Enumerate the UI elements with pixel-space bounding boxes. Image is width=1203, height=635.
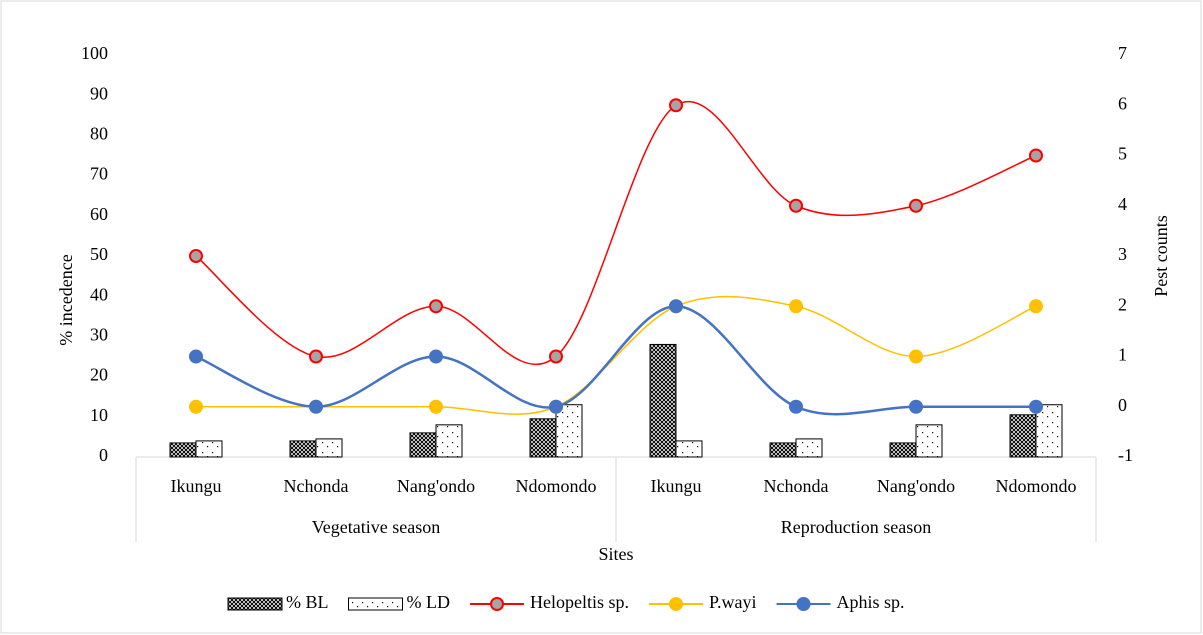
y2-tick-label: 4 — [1118, 194, 1127, 214]
y2-tick-label: 5 — [1118, 144, 1127, 164]
series-line — [196, 295, 1037, 415]
line-marker — [1029, 299, 1043, 314]
x-tick-label: Ndomondo — [516, 476, 597, 496]
y-tick-label: 80 — [90, 124, 108, 144]
line-marker — [669, 299, 683, 314]
bar — [555, 404, 583, 458]
legend-marker — [796, 597, 811, 611]
y-tick-label: 60 — [90, 204, 108, 224]
line-marker — [789, 399, 803, 414]
y2-tick-label: 2 — [1118, 294, 1127, 314]
line-marker — [189, 249, 203, 263]
bar — [315, 438, 343, 458]
line-marker — [909, 399, 923, 414]
legend-marker — [669, 597, 683, 611]
y2-tick-label: -1 — [1118, 445, 1133, 465]
line-marker — [429, 399, 443, 414]
bar — [195, 440, 223, 458]
y-axis-label: % incedence — [56, 254, 76, 345]
line-marker — [549, 349, 563, 364]
line-marker — [309, 349, 323, 364]
line-marker — [669, 98, 683, 113]
legend-label: P.wayi — [709, 592, 757, 612]
y-tick-label: 10 — [90, 405, 108, 425]
legend-label: % BL — [286, 592, 329, 612]
x-tick-label: Nang'ondo — [397, 476, 475, 496]
y-tick-label: 50 — [90, 244, 108, 264]
series-line — [195, 101, 1037, 366]
legend-label: Helopeltis sp. — [530, 592, 629, 612]
bar — [675, 440, 703, 458]
bar — [409, 432, 437, 458]
bar — [529, 418, 557, 458]
legend-marker — [490, 597, 504, 611]
x-tick-label: Nchonda — [284, 476, 349, 496]
y2-tick-label: 0 — [1118, 395, 1127, 415]
y-tick-label: 0 — [99, 445, 108, 465]
series-line — [195, 304, 1036, 416]
bar — [649, 343, 677, 458]
bar — [795, 438, 823, 458]
y2-tick-label: 3 — [1118, 244, 1127, 264]
x-tick-label: Ikungu — [651, 476, 702, 496]
line-marker — [429, 349, 443, 364]
y-tick-label: 70 — [90, 164, 108, 184]
line-marker — [1029, 399, 1043, 414]
line-marker — [189, 349, 203, 364]
y-tick-label: 100 — [81, 43, 108, 63]
group-label: Vegetative season — [312, 517, 440, 537]
bar — [1035, 404, 1063, 458]
x-tick-label: Nchonda — [764, 476, 829, 496]
x-tick-label: Ikungu — [171, 476, 222, 496]
bar — [289, 440, 317, 458]
legend-swatch — [348, 597, 403, 611]
bar — [1009, 414, 1037, 458]
line-marker — [309, 399, 323, 414]
x-axis-label: Sites — [598, 544, 633, 564]
line-marker — [429, 299, 443, 314]
legend-label: % LD — [407, 592, 451, 612]
y-tick-label: 90 — [90, 83, 108, 103]
y-tick-label: 30 — [90, 325, 108, 345]
x-tick-label: Ndomondo — [996, 476, 1077, 496]
bar — [889, 442, 917, 458]
line-marker — [909, 349, 923, 364]
line-marker — [789, 198, 803, 213]
bar — [915, 424, 943, 458]
line-marker — [189, 399, 203, 414]
group-label: Reproduction season — [781, 517, 931, 537]
y-tick-label: 40 — [90, 284, 108, 304]
bar — [769, 442, 797, 458]
bar — [435, 424, 463, 458]
bar — [169, 442, 197, 458]
y-tick-label: 20 — [90, 365, 108, 385]
x-tick-label: Nang'ondo — [877, 476, 955, 496]
line-marker — [789, 299, 803, 314]
y2-tick-label: 1 — [1118, 345, 1127, 365]
y2-tick-label: 7 — [1118, 43, 1127, 63]
line-marker — [549, 399, 563, 414]
y2-axis-label: Pest counts — [1151, 215, 1171, 297]
y2-tick-label: 6 — [1118, 93, 1127, 113]
legend-label: Aphis sp. — [837, 592, 905, 612]
line-marker — [1029, 148, 1043, 163]
legend-swatch — [227, 597, 283, 611]
line-marker — [909, 198, 923, 213]
